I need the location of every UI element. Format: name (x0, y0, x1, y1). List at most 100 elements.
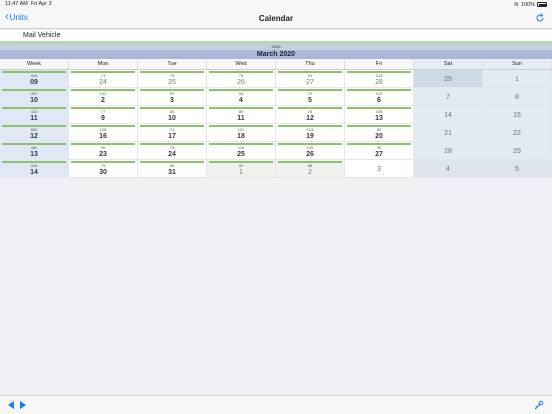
day-cell[interactable]: 90 27 (345, 142, 414, 160)
day-cell[interactable]: 82 10 (138, 106, 207, 124)
unit-name: Mail Vehicle (23, 32, 61, 39)
day-count: 120 (306, 145, 314, 150)
weekday-header: Week Mon Tue Wed Thu Fri Sat Sun (0, 59, 552, 70)
day-number: 14 (444, 112, 452, 119)
day-number: 9 (101, 115, 105, 122)
day-cell[interactable]: 133 28 (345, 70, 414, 88)
usage-bar (71, 161, 135, 163)
week-number: 11 (30, 115, 38, 122)
day-cell[interactable]: 77 9 (69, 106, 138, 124)
usage-bar (140, 125, 204, 127)
back-button[interactable]: ‹ Units (5, 12, 28, 23)
usage-bar (278, 71, 342, 73)
day-count: 75 (100, 163, 106, 168)
day-cell[interactable]: 72 5 (276, 88, 345, 106)
week-number: 09 (30, 79, 38, 86)
day-cell[interactable]: 85 31 (138, 160, 207, 178)
day-number: 30 (99, 169, 107, 176)
day-number: 4 (239, 97, 243, 104)
previous-month-icon[interactable] (8, 401, 14, 409)
day-count: 108 (375, 109, 383, 114)
day-number: 23 (99, 151, 107, 158)
day-cell[interactable]: 58 2 (276, 160, 345, 178)
usage-bar (2, 107, 66, 109)
week-number-cell[interactable]: 318 14 (0, 160, 69, 178)
day-cell[interactable]: 124 19 (276, 124, 345, 142)
day-cell[interactable]: 82 20 (345, 124, 414, 142)
day-number: 31 (168, 169, 176, 176)
day-cell[interactable]: 29 (483, 142, 552, 160)
refresh-icon[interactable] (535, 13, 545, 23)
usage-bar (347, 143, 411, 145)
day-cell[interactable]: 93 4 (207, 88, 276, 106)
day-cell[interactable]: 75 30 (69, 160, 138, 178)
day-cell[interactable]: 3 (345, 160, 414, 178)
usage-bar (140, 71, 204, 73)
day-cell[interactable]: 14 (414, 106, 483, 124)
usage-bar (71, 143, 135, 145)
day-count: 112 (375, 91, 383, 96)
week-number-cell[interactable]: 432 11 (0, 106, 69, 124)
day-cell[interactable]: 91 27 (276, 70, 345, 88)
day-cell[interactable]: 5 (483, 160, 552, 178)
day-cell[interactable]: 115 25 (207, 142, 276, 160)
day-cell[interactable]: 28 (414, 142, 483, 160)
day-cell[interactable]: 95 23 (69, 142, 138, 160)
day-cell[interactable]: 4 (414, 160, 483, 178)
week-count: 432 (30, 109, 38, 114)
usage-bar (140, 107, 204, 109)
day-cell[interactable]: 74 17 (138, 124, 207, 142)
header-wed: Wed (207, 59, 276, 69)
usage-bar (347, 89, 411, 91)
week-number-cell[interactable]: 509 12 (0, 124, 69, 142)
wifi-icon: ≋ (513, 2, 519, 8)
week-row: 484 13 95 23 75 24 115 25 120 26 90 27 28 29 (0, 142, 552, 160)
day-cell[interactable]: 74 26 (207, 70, 276, 88)
day-cell[interactable]: 108 13 (345, 106, 414, 124)
status-bar: 11:47 AM Fri Apr 3 ≋ 100% (0, 0, 552, 9)
day-number: 25 (168, 79, 176, 86)
day-number: 7 (446, 94, 450, 101)
day-cell[interactable]: 101 18 (207, 124, 276, 142)
next-month-icon[interactable] (20, 401, 26, 409)
day-count: 77 (100, 109, 106, 114)
day-cell[interactable]: 75 25 (138, 70, 207, 88)
week-number-cell[interactable]: 497 10 (0, 88, 69, 106)
day-cell[interactable]: 112 6 (345, 88, 414, 106)
day-cell[interactable]: 90 1 (207, 160, 276, 178)
day-cell[interactable]: 21 (414, 124, 483, 142)
battery-icon (537, 2, 547, 7)
wrench-icon[interactable] (534, 400, 544, 410)
day-cell[interactable]: 1 (483, 70, 552, 88)
day-number: 29 (513, 148, 521, 155)
status-right: ≋ 100% (514, 1, 547, 8)
day-cell[interactable]: 71 24 (69, 70, 138, 88)
day-cell[interactable]: 8 (483, 88, 552, 106)
day-cell[interactable]: 76 12 (276, 106, 345, 124)
day-number: 3 (377, 166, 381, 173)
day-count: 133 (375, 73, 383, 78)
day-cell[interactable]: 22 (483, 124, 552, 142)
day-number: 1 (239, 169, 243, 176)
usage-bar (209, 161, 273, 163)
day-cell[interactable]: 128 16 (69, 124, 138, 142)
usage-bar (347, 125, 411, 127)
week-number-cell[interactable]: 484 13 (0, 142, 69, 160)
day-cell[interactable]: 120 26 (276, 142, 345, 160)
day-cell[interactable]: 29 (414, 70, 483, 88)
status-time: 11:47 AM Fri Apr 3 (5, 1, 52, 7)
day-cell[interactable]: 97 3 (138, 88, 207, 106)
day-cell[interactable]: 7 (414, 88, 483, 106)
day-cell[interactable]: 89 11 (207, 106, 276, 124)
week-number-cell[interactable]: 444 09 (0, 70, 69, 88)
usage-bar (278, 107, 342, 109)
day-number: 4 (446, 166, 450, 173)
day-number: 8 (515, 94, 519, 101)
day-cell[interactable]: 75 24 (138, 142, 207, 160)
day-cell[interactable]: 122 2 (69, 88, 138, 106)
week-number: 12 (30, 133, 38, 140)
day-number: 11 (237, 115, 245, 122)
day-cell[interactable]: 15 (483, 106, 552, 124)
usage-bar (347, 107, 411, 109)
day-number: 25 (237, 151, 245, 158)
